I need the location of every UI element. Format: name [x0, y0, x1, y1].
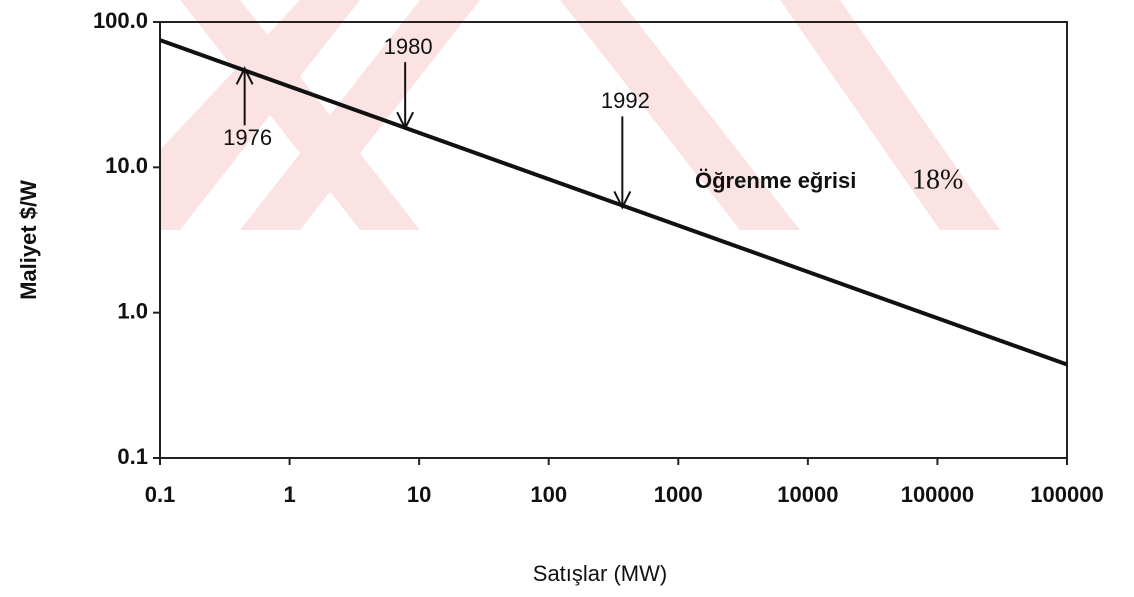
arrow-head [396, 111, 415, 131]
x-tick-label: 0.1 [145, 482, 176, 507]
x-tick-label: 100 [530, 482, 567, 507]
y-axis-label: Maliyet $/W [16, 180, 41, 300]
annotation-label: 1980 [384, 34, 433, 59]
y-tick-label: 10.0 [105, 153, 148, 178]
annotation-label: 1992 [601, 88, 650, 113]
x-tick-label: 1 [283, 482, 295, 507]
line [159, 38, 1068, 367]
y-tick-label: 0.1 [117, 444, 148, 469]
arrow-head [613, 190, 632, 210]
annotation-label: 1976 [223, 125, 272, 150]
plot-frame [159, 21, 1068, 459]
y-tick-label: 100.0 [93, 8, 148, 33]
x-axis-label: Satışlar (MW) [533, 561, 667, 586]
x-tick-label: 100000 [901, 482, 974, 507]
note-rate: 18% [912, 164, 963, 195]
y-tick-label: 1.0 [117, 298, 148, 323]
x-tick-label: 100000 [1030, 482, 1103, 507]
x-tick-label: 1000 [654, 482, 703, 507]
x-tick-label: 10000 [777, 482, 838, 507]
arrow-head [235, 66, 254, 85]
watermark [160, 0, 1000, 230]
note: Öğrenme eğrisi [695, 168, 856, 193]
x-tick-label: 10 [407, 482, 431, 507]
